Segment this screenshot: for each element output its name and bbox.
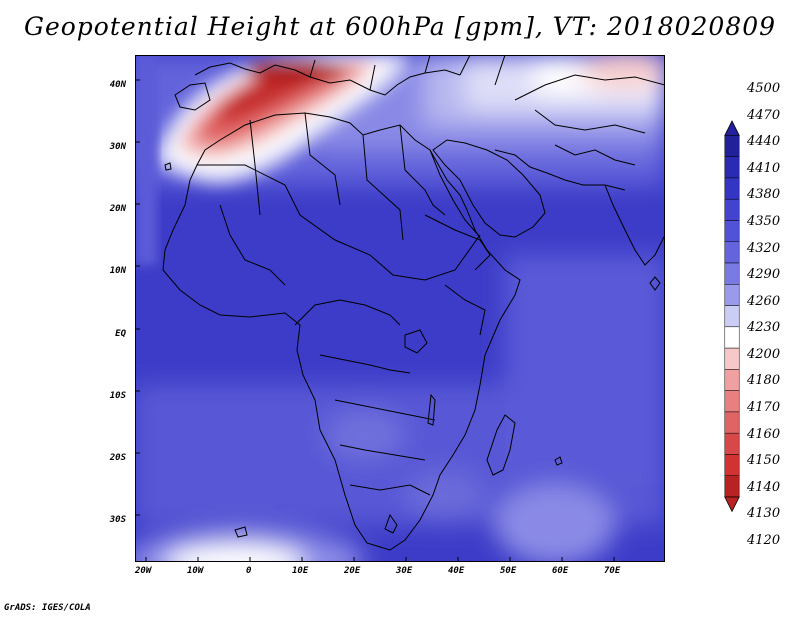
- colorbar-label: 4260: [747, 293, 781, 309]
- colorbar-swatch: [724, 156, 740, 179]
- colorbar-top-arrow: [724, 120, 740, 136]
- colorbar-label: 4470: [747, 107, 781, 123]
- colorbar-swatch: [724, 284, 740, 306]
- colorbar-label: 4140: [747, 479, 781, 495]
- colorbar-label: 4380: [747, 187, 781, 203]
- lat-label-40n: 40N: [109, 80, 126, 90]
- colorbar-swatch: [724, 177, 740, 200]
- lon-label-50e: 50E: [500, 566, 517, 576]
- colorbar-swatch: [724, 390, 740, 413]
- colorbar-label: 4320: [747, 240, 781, 256]
- colorbar-swatch: [724, 220, 740, 242]
- lat-label-30s: 30S: [109, 515, 126, 525]
- lon-label-30e: 30E: [396, 566, 413, 576]
- lat-label-20s: 20S: [109, 453, 126, 463]
- colorbar: [724, 120, 740, 513]
- colorbar-label: 4180: [747, 373, 781, 389]
- lon-label-20e: 20E: [344, 566, 361, 576]
- footer-credit: GrADS: IGES/COLA: [4, 603, 91, 613]
- lat-label-10s: 10S: [109, 391, 126, 401]
- colorbar-label: 4150: [747, 453, 781, 469]
- lon-label-0: 0: [246, 566, 252, 576]
- lon-label-10e: 10E: [292, 566, 309, 576]
- colorbar-swatch: [724, 326, 740, 349]
- colorbar-label: 4350: [747, 213, 781, 229]
- contour-field: [135, 55, 665, 562]
- colorbar-label: 4160: [747, 426, 781, 442]
- colorbar-swatch: [724, 135, 740, 157]
- colorbar-swatch: [724, 262, 740, 285]
- colorbar-swatch: [724, 369, 740, 391]
- lon-label-40e: 40E: [448, 566, 465, 576]
- lat-label-10n: 10N: [109, 266, 126, 276]
- colorbar-swatch: [724, 305, 740, 328]
- colorbar-label: 4120: [747, 533, 781, 548]
- geopotential-map: [135, 55, 665, 562]
- map-panel: [135, 55, 665, 562]
- colorbar-swatch: [724, 432, 740, 455]
- lat-label-20n: 20N: [109, 204, 126, 214]
- lon-label-60e: 60E: [552, 566, 569, 576]
- lat-label-eq: EQ: [115, 329, 126, 339]
- lon-label-70e: 70E: [604, 566, 621, 576]
- lon-label-10w: 10W: [187, 566, 204, 576]
- colorbar-label: 4170: [747, 400, 781, 416]
- axis-ticks: [135, 79, 615, 562]
- colorbar-label: 4200: [747, 346, 781, 362]
- colorbar-swatch: [724, 454, 740, 476]
- lon-label-20w: 20W: [135, 566, 152, 576]
- colorbar-label: 4440: [747, 134, 781, 150]
- colorbar-label: 4500: [747, 81, 781, 96]
- colorbar-swatch: [724, 241, 740, 264]
- colorbar-label: 4230: [747, 320, 781, 336]
- colorbar-swatch: [724, 411, 740, 434]
- colorbar-label: 4410: [747, 160, 781, 176]
- map-title: Geopotential Height at 600hPa [gpm], VT:…: [23, 12, 777, 41]
- lat-label-30n: 30N: [109, 142, 126, 152]
- coastlines: [162, 55, 665, 551]
- colorbar-swatch: [724, 475, 740, 498]
- colorbar-swatch: [724, 347, 740, 370]
- colorbar-label: 4290: [747, 267, 781, 283]
- colorbar-label: 4130: [747, 506, 781, 522]
- colorbar-bottom-arrow: [724, 496, 740, 513]
- map-frame: [135, 55, 665, 562]
- colorbar-swatch: [724, 198, 740, 221]
